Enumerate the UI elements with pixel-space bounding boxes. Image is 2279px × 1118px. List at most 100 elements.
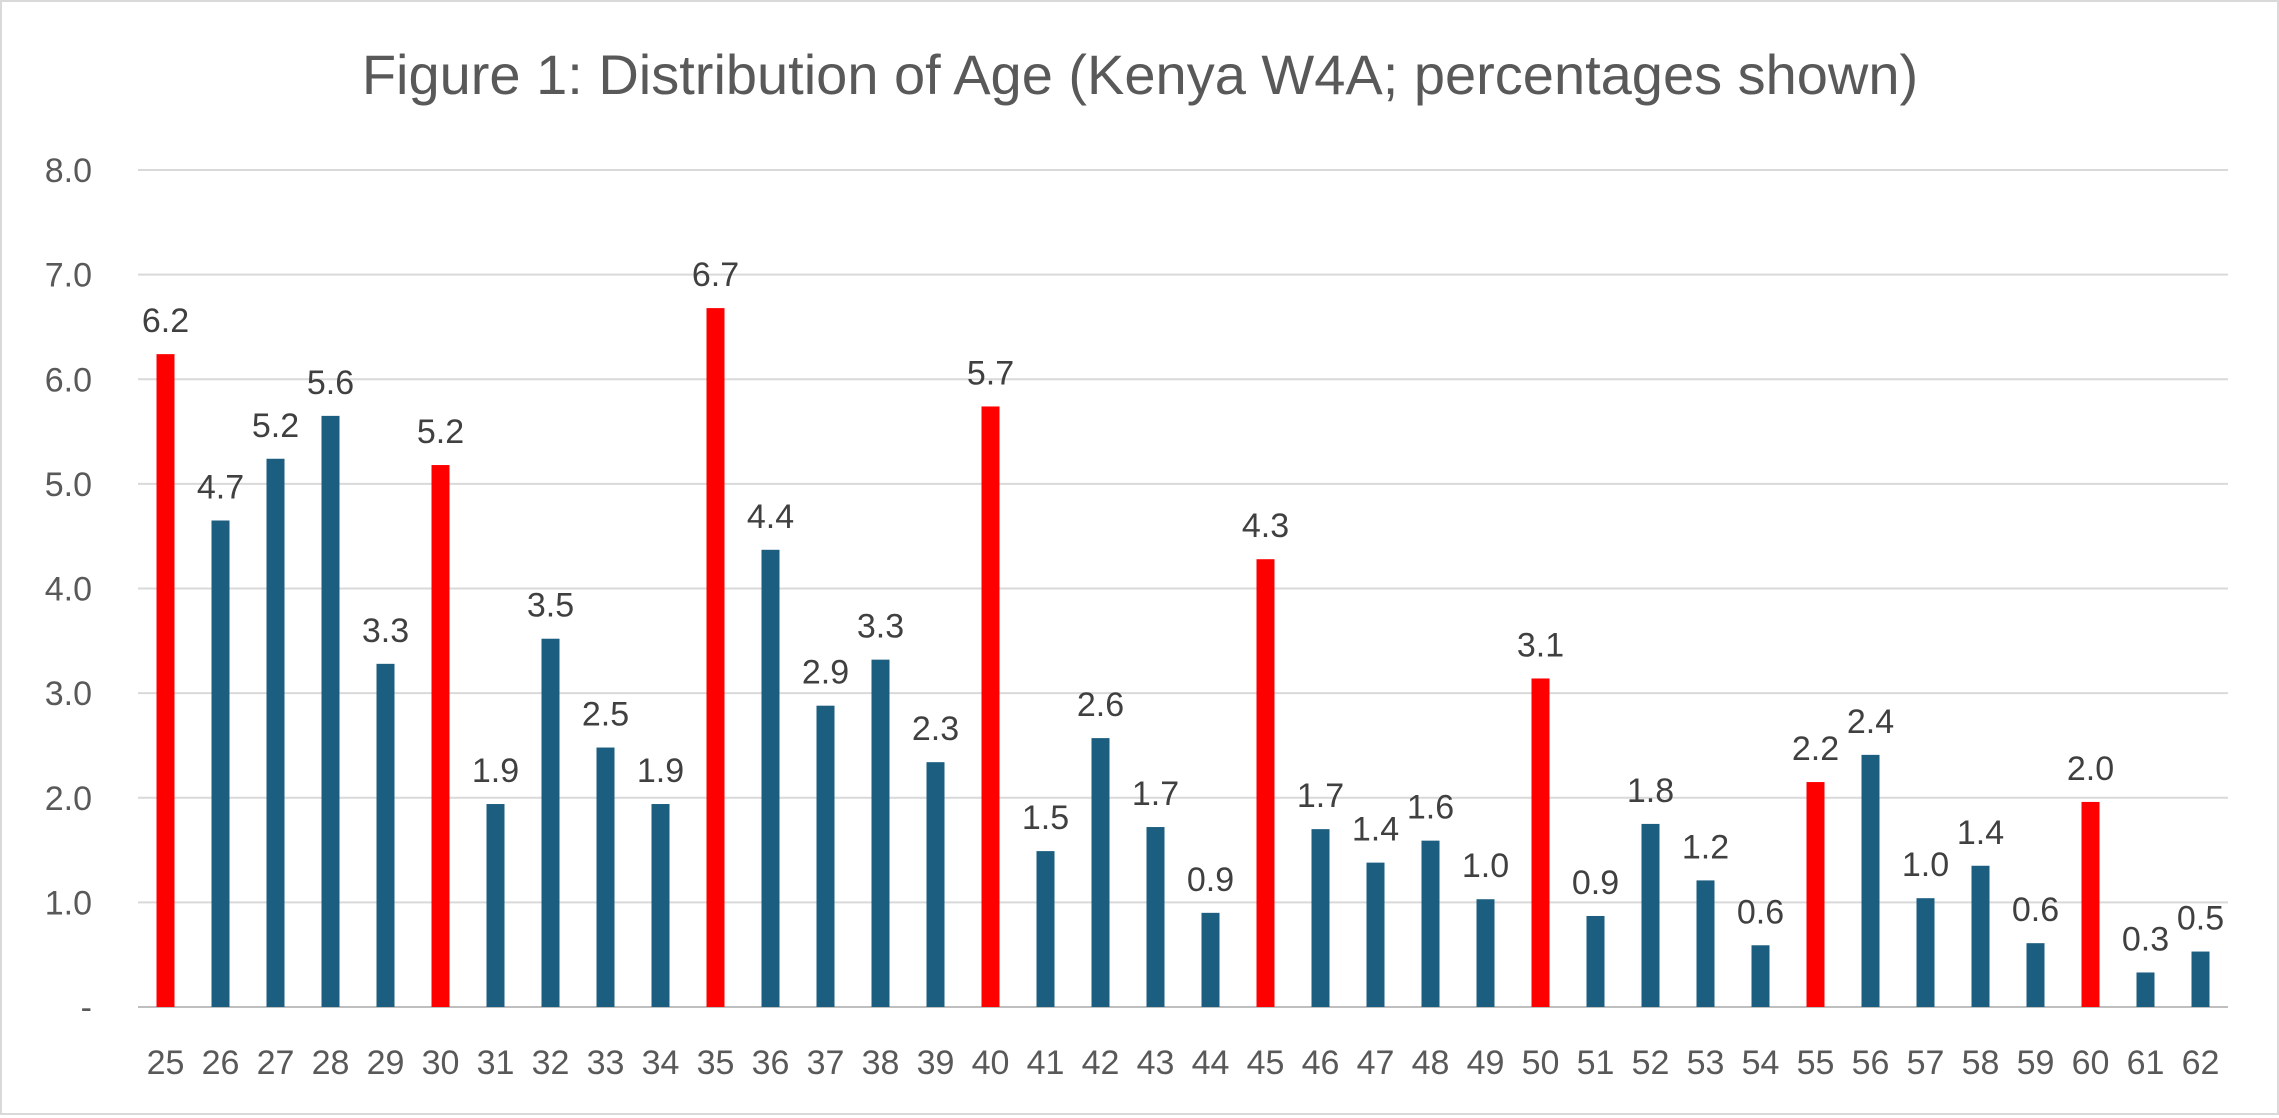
bar-age-60 [2081, 801, 2100, 1007]
bar-age-51 [1586, 915, 1605, 1007]
x-tick-label: 31 [477, 1044, 515, 1082]
bar-age-36 [761, 549, 780, 1007]
x-tick-label: 61 [2127, 1044, 2165, 1082]
data-label-age-56: 2.4 [1847, 703, 1894, 741]
bar-age-54 [1751, 945, 1770, 1007]
x-tick-label: 58 [1962, 1044, 2000, 1082]
y-axis-tick-labels: - 1.0 2.0 3.0 4.0 5.0 6.0 7.0 8.0 [45, 152, 92, 1027]
x-tick-label: 51 [1577, 1044, 1615, 1082]
x-tick-label: 45 [1247, 1044, 1285, 1082]
data-label-age-29: 3.3 [362, 612, 409, 650]
y-tick-label: 5.0 [45, 466, 92, 504]
x-tick-label: 35 [697, 1044, 735, 1082]
y-tick-label: 2.0 [45, 780, 92, 818]
x-tick-label: 38 [862, 1044, 900, 1082]
x-tick-label: 30 [422, 1044, 460, 1082]
x-tick-label: 47 [1357, 1044, 1395, 1082]
x-tick-label: 48 [1412, 1044, 1450, 1082]
bar-age-58 [1971, 865, 1990, 1007]
x-tick-label: 53 [1687, 1044, 1725, 1082]
x-tick-label: 56 [1852, 1044, 1890, 1082]
bar-age-62 [2191, 951, 2210, 1007]
bar-age-27 [266, 458, 285, 1007]
x-tick-label: 33 [587, 1044, 625, 1082]
y-tick-label: - [81, 989, 92, 1027]
data-label-age-31: 1.9 [472, 752, 519, 790]
y-tick-label: 3.0 [45, 675, 92, 713]
data-label-age-28: 5.6 [307, 364, 354, 402]
x-tick-label: 55 [1797, 1044, 1835, 1082]
data-label-age-43: 1.7 [1132, 775, 1179, 813]
x-tick-label: 59 [2017, 1044, 2055, 1082]
data-label-age-55: 2.2 [1792, 730, 1839, 768]
data-label-age-49: 1.0 [1462, 847, 1509, 885]
bar-age-49 [1476, 899, 1495, 1007]
x-tick-label: 52 [1632, 1044, 1670, 1082]
y-tick-label: 6.0 [45, 361, 92, 399]
x-tick-label: 29 [367, 1044, 405, 1082]
data-label-age-52: 1.8 [1627, 772, 1674, 810]
data-label-age-36: 4.4 [747, 498, 794, 536]
x-tick-label: 25 [147, 1044, 185, 1082]
bar-age-47 [1366, 862, 1385, 1007]
bar-age-59 [2026, 943, 2045, 1007]
data-label-age-25: 6.2 [142, 302, 189, 340]
x-tick-label: 26 [202, 1044, 240, 1082]
bar-age-48 [1421, 840, 1440, 1007]
bar-age-44 [1201, 912, 1220, 1007]
bar-age-39 [926, 762, 945, 1007]
x-tick-label: 34 [642, 1044, 680, 1082]
data-label-age-54: 0.6 [1737, 893, 1784, 931]
data-label-age-32: 3.5 [527, 587, 574, 625]
x-tick-label: 41 [1027, 1044, 1065, 1082]
bar-age-31 [486, 804, 505, 1007]
x-tick-label: 49 [1467, 1044, 1505, 1082]
x-tick-label: 62 [2182, 1044, 2220, 1082]
bar-age-35 [706, 308, 725, 1008]
gridlines [138, 169, 2228, 1008]
data-label-age-37: 2.9 [802, 654, 849, 692]
bar-age-29 [376, 663, 395, 1007]
data-label-age-26: 4.7 [197, 468, 244, 506]
bar-age-40 [981, 406, 1000, 1007]
data-label-age-38: 3.3 [857, 608, 904, 646]
data-label-age-58: 1.4 [1957, 814, 2004, 852]
x-tick-label: 28 [312, 1044, 350, 1082]
data-label-age-35: 6.7 [692, 256, 739, 294]
data-label-age-46: 1.7 [1297, 777, 1344, 815]
data-label-age-57: 1.0 [1902, 846, 1949, 884]
bar-age-55 [1806, 782, 1825, 1007]
bar-age-28 [321, 415, 340, 1007]
x-tick-label: 46 [1302, 1044, 1340, 1082]
x-tick-label: 54 [1742, 1044, 1780, 1082]
bar-age-32 [541, 638, 560, 1007]
x-tick-label: 44 [1192, 1044, 1230, 1082]
data-label-age-61: 0.3 [2122, 920, 2169, 958]
bar-age-41 [1036, 851, 1055, 1007]
x-tick-label: 37 [807, 1044, 845, 1082]
data-label-age-48: 1.6 [1407, 789, 1454, 827]
data-label-age-53: 1.2 [1682, 828, 1729, 866]
bar-age-25 [156, 354, 175, 1007]
data-label-age-39: 2.3 [912, 710, 959, 748]
y-tick-label: 1.0 [45, 884, 92, 922]
x-tick-label: 60 [2072, 1044, 2110, 1082]
x-tick-label: 43 [1137, 1044, 1175, 1082]
bar-age-53 [1696, 880, 1715, 1007]
x-tick-label: 50 [1522, 1044, 1560, 1082]
bar-age-50 [1531, 678, 1550, 1007]
bar-age-42 [1091, 738, 1110, 1007]
x-tick-label: 40 [972, 1044, 1010, 1082]
data-label-age-44: 0.9 [1187, 861, 1234, 899]
bar-age-37 [816, 705, 835, 1007]
x-tick-label: 57 [1907, 1044, 1945, 1082]
data-label-age-30: 5.2 [417, 413, 464, 451]
x-axis-tick-labels: 25 26 27 28 29 30 31 32 33 34 35 36 37 38 39 40 41 42 43 44… [147, 1044, 2220, 1082]
data-label-age-42: 2.6 [1077, 686, 1124, 724]
bar-age-33 [596, 747, 615, 1007]
x-tick-label: 39 [917, 1044, 955, 1082]
bar-age-30 [431, 465, 450, 1008]
y-tick-label: 7.0 [45, 257, 92, 295]
